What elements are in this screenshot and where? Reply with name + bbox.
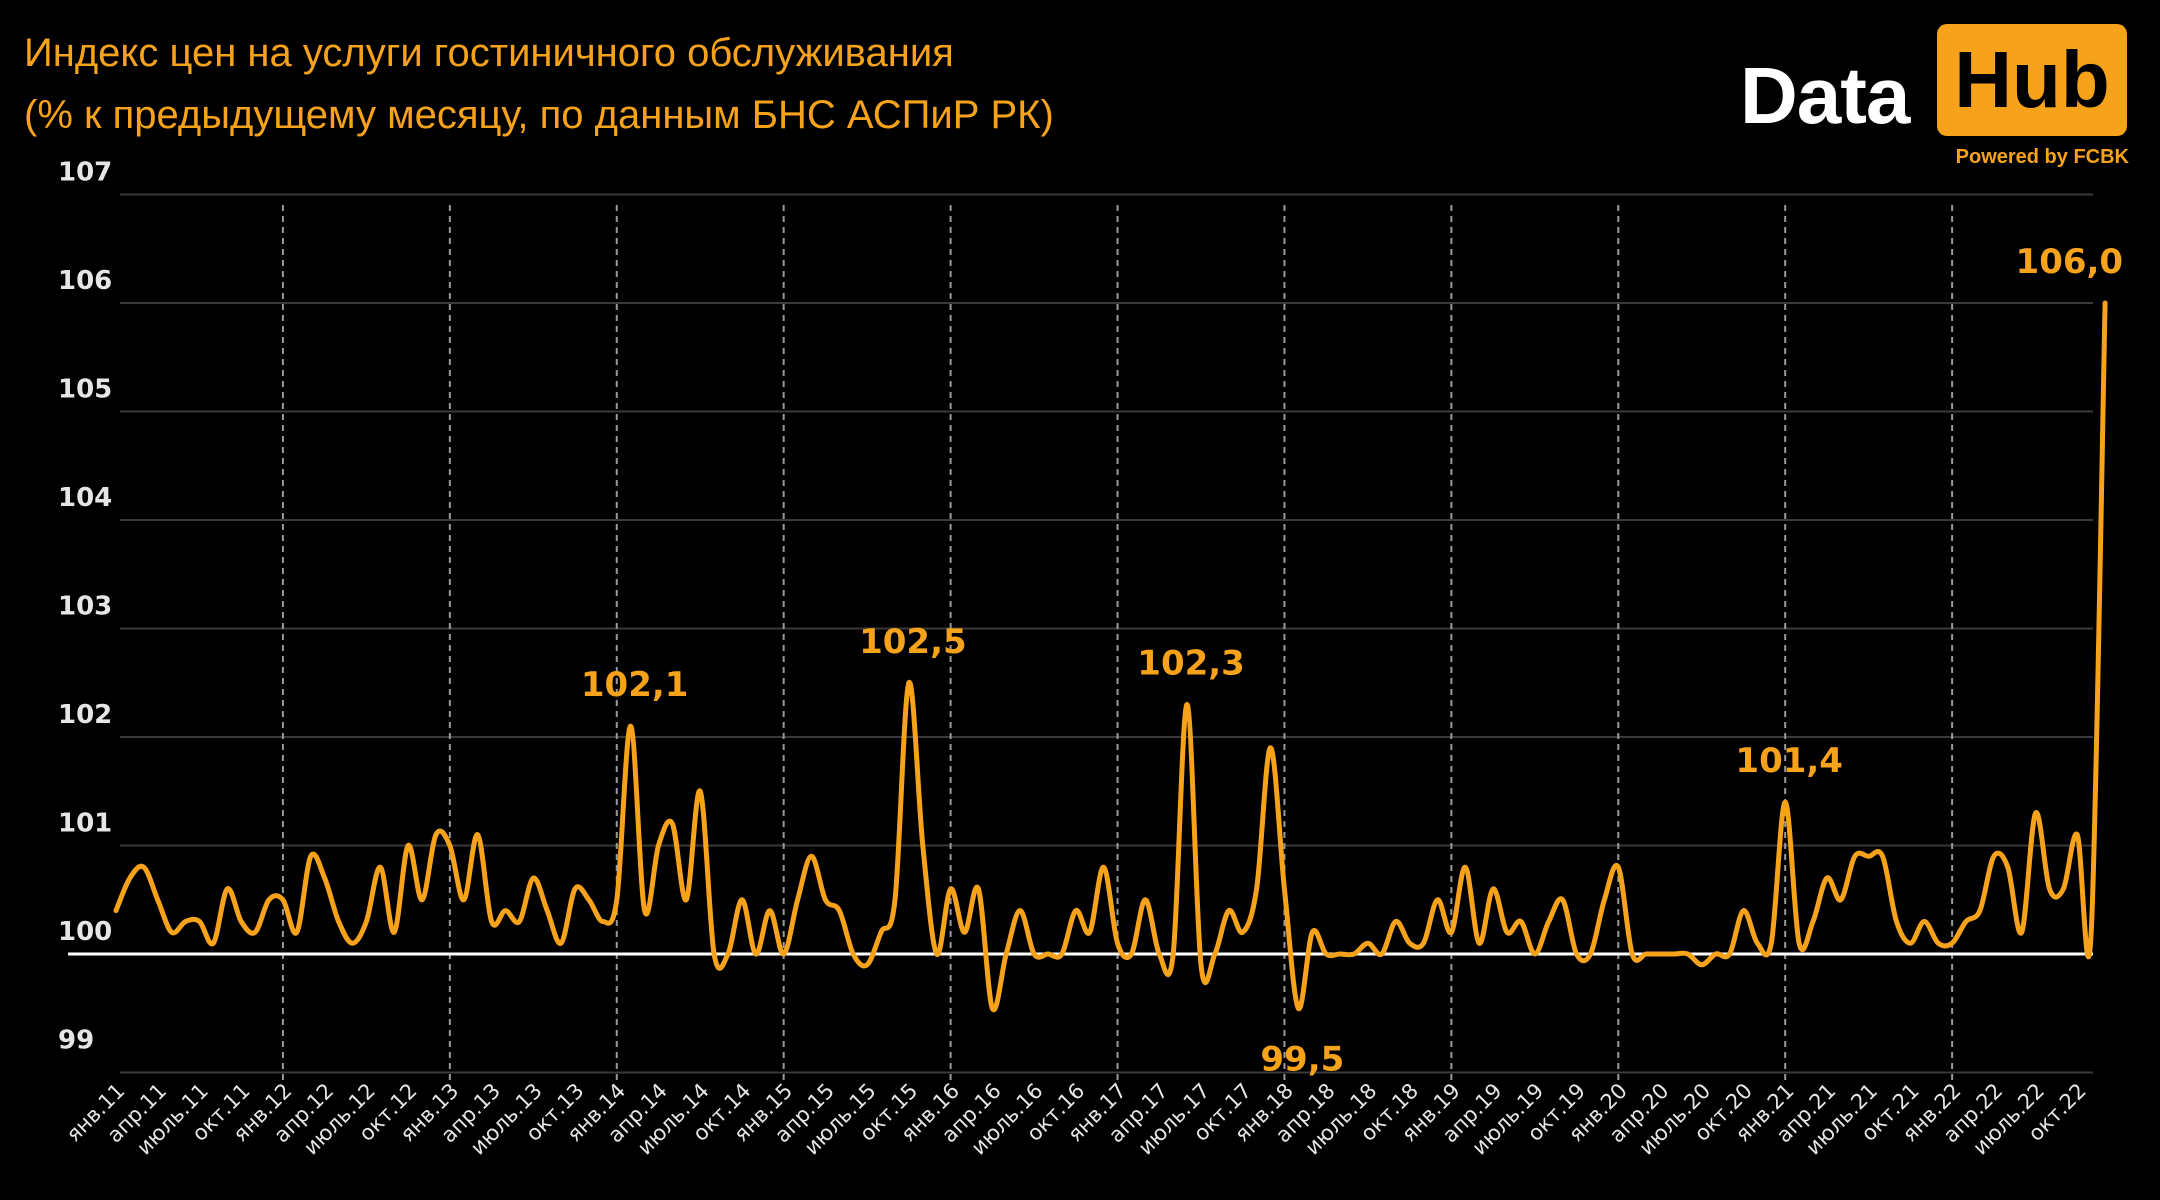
datahub-logo: Data Hub Powered by FCBK — [1740, 22, 2140, 182]
y-tick-label: 100 — [58, 917, 112, 947]
y-tick-label: 101 — [58, 809, 112, 839]
chart-title-line-2: (% к предыдущему месяцу, по данным БНС А… — [24, 93, 1054, 137]
chart-title-line-1: Индекс цен на услуги гостиничного обслуж… — [24, 31, 954, 75]
y-tick-label: 103 — [58, 592, 112, 622]
logo-word-data: Data — [1740, 51, 1910, 140]
y-tick-label: 102 — [58, 700, 112, 730]
y-tick-label: 106 — [58, 266, 112, 296]
annotation-label: 102,3 — [1137, 643, 1245, 683]
y-tick-label: 107 — [58, 158, 112, 188]
x-axis-labels: янв.11апр.11июль.11окт.11янв.12апр.12июл… — [62, 1079, 2091, 1160]
annotation-label: 101,4 — [1735, 741, 1843, 781]
peak-annotations: 102,1 102,5 102,3 99,5 101,4 106,0 — [581, 242, 2123, 1079]
price-index-line — [113, 300, 2108, 1013]
logo-subtitle: Powered by FCBK — [1955, 146, 2129, 168]
logo-word-hub: Hub — [1937, 24, 2127, 136]
annotation-label: 102,1 — [581, 665, 689, 705]
annotation-label: 106,0 — [2016, 242, 2124, 282]
y-tick-label: 105 — [58, 375, 112, 405]
year-separator-lines — [281, 205, 1954, 1082]
y-tick-label: 99 — [58, 1026, 94, 1056]
annotation-label: 102,5 — [859, 622, 967, 662]
y-axis-labels: 99 100 101 102 103 104 105 106 107 — [58, 158, 112, 1056]
chart-title: Индекс цен на услуги гостиничного обслуж… — [24, 22, 1054, 146]
y-tick-label: 104 — [58, 483, 112, 513]
horizontal-gridlines — [120, 193, 2093, 1074]
annotation-label: 99,5 — [1260, 1039, 1344, 1079]
